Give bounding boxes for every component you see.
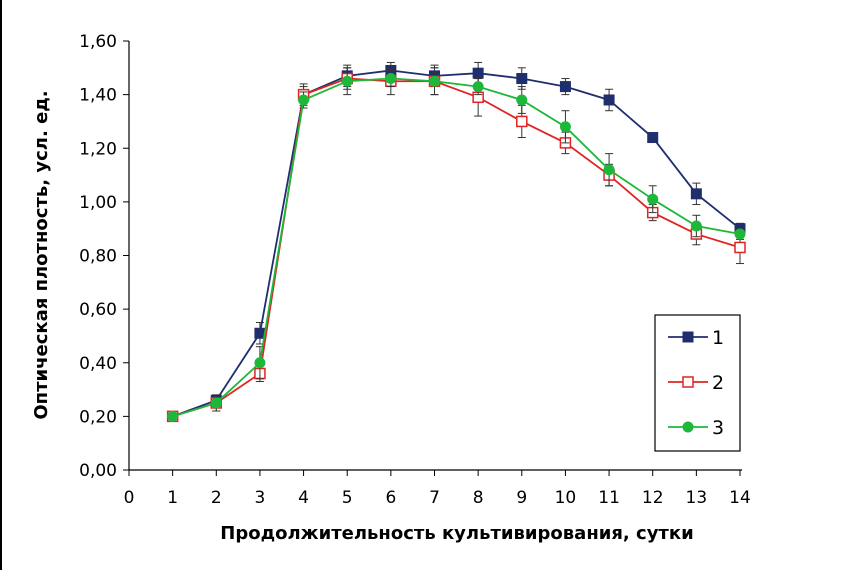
x-tick-label: 5	[342, 488, 353, 508]
axis-ticks: 0,000,200,400,600,801,001,201,401,600 1 2 3…	[79, 32, 751, 508]
series-line	[172, 77, 741, 418]
x-tick-label: 7	[429, 488, 440, 508]
y-tick-label: 0,20	[79, 407, 117, 427]
data-point	[472, 67, 484, 79]
left-border-line	[0, 0, 2, 570]
data-point	[690, 220, 702, 232]
x-tick-label: 3	[255, 488, 266, 508]
x-tick-label: 2	[211, 488, 222, 508]
data-point	[603, 94, 615, 106]
y-tick-label: 0,40	[79, 354, 117, 374]
legend-marker	[682, 376, 694, 388]
legend-marker	[682, 421, 694, 433]
data-point	[647, 132, 659, 144]
data-point	[690, 188, 702, 200]
y-tick-label: 1,20	[79, 139, 117, 159]
x-tick-label: 13	[686, 488, 708, 508]
x-tick-label: 14	[729, 488, 751, 508]
x-tick-label: 8	[473, 488, 484, 508]
y-axis-title: Оптическая плотность, усл. ед.	[31, 90, 52, 419]
data-point	[167, 410, 179, 422]
y-tick-label: 0,60	[79, 300, 117, 320]
legend-marker	[682, 331, 694, 343]
data-point	[341, 75, 353, 87]
y-tick-label: 1,00	[79, 193, 117, 213]
data-point	[516, 115, 528, 128]
y-tick-label: 0,80	[79, 247, 117, 267]
x-tick-label: 11	[598, 488, 620, 508]
x-tick-label: 9	[516, 488, 527, 508]
x-tick-label: 1	[167, 488, 178, 508]
data-point	[254, 357, 266, 369]
data-point	[559, 121, 571, 133]
x-axis-title: Продолжительность культивирования, сутки	[220, 523, 693, 544]
data-point	[647, 193, 659, 205]
data-point	[516, 73, 528, 85]
legend-label: 1	[712, 327, 724, 349]
data-point	[429, 75, 440, 87]
series-line	[172, 69, 741, 418]
data-point	[734, 241, 746, 254]
legend-box	[654, 314, 741, 452]
series-3	[167, 67, 746, 422]
legend-label: 2	[712, 372, 724, 394]
x-tick-label: 10	[555, 488, 577, 508]
y-tick-label: 1,40	[79, 86, 117, 106]
data-point	[298, 94, 310, 106]
x-tick-label: 0	[124, 488, 135, 508]
data-point	[472, 81, 484, 93]
data-point	[603, 164, 615, 176]
series-layer	[166, 61, 746, 423]
legend-label: 3	[712, 417, 724, 439]
legend: 1 2 3	[654, 314, 741, 452]
x-tick-label: 6	[385, 488, 396, 508]
data-point	[559, 81, 571, 93]
x-tick-label: 12	[642, 488, 664, 508]
y-tick-label: 1,60	[79, 32, 117, 52]
data-point	[210, 397, 222, 409]
data-point	[734, 228, 746, 240]
y-tick-label: 0,00	[79, 461, 117, 481]
series-line	[172, 77, 741, 418]
x-tick-label: 4	[298, 488, 309, 508]
data-point	[516, 94, 528, 106]
data-point	[385, 73, 397, 85]
